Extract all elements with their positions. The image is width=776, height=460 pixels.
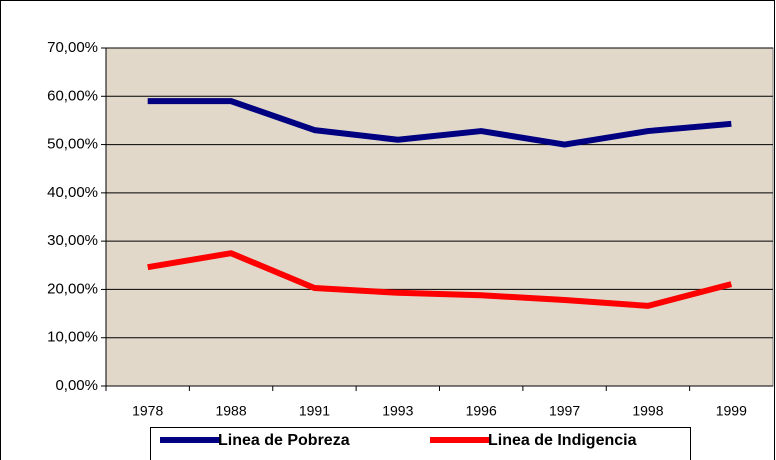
legend-label: Linea de Pobreza	[218, 432, 350, 449]
x-tick-label: 1988	[215, 403, 246, 419]
y-tick-label: 0,00%	[55, 377, 98, 394]
y-tick-label: 60,00%	[47, 87, 98, 104]
y-tick-label: 10,00%	[47, 329, 98, 346]
y-tick-label: 30,00%	[47, 232, 98, 249]
x-tick-label: 1978	[132, 403, 163, 419]
y-tick-label: 20,00%	[47, 280, 98, 297]
legend	[150, 427, 691, 460]
y-tick-label: 40,00%	[47, 184, 98, 201]
series-line	[147, 250, 733, 309]
plot-area	[105, 47, 774, 387]
series-line	[147, 98, 732, 148]
x-tick-label: 1996	[466, 403, 497, 419]
x-tick-label: 1998	[632, 403, 663, 419]
x-tick-label: 1997	[549, 403, 580, 419]
x-tick-label: 1993	[382, 403, 413, 419]
y-tick-label: 50,00%	[47, 136, 98, 153]
x-tick-label: 1991	[299, 403, 330, 419]
x-tick-label: 1999	[716, 403, 747, 419]
legend-label: Linea de Indigencia	[488, 432, 637, 449]
y-tick-label: 70,00%	[47, 39, 98, 56]
